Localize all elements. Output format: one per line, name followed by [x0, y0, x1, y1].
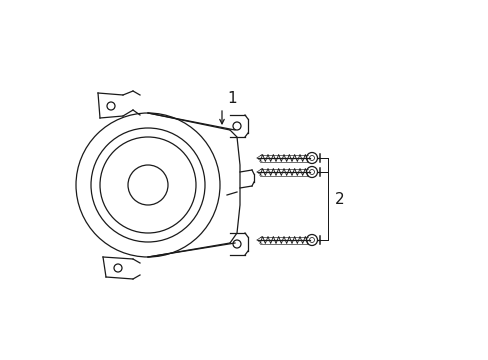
- Text: 2: 2: [334, 192, 344, 207]
- Text: 1: 1: [226, 91, 236, 106]
